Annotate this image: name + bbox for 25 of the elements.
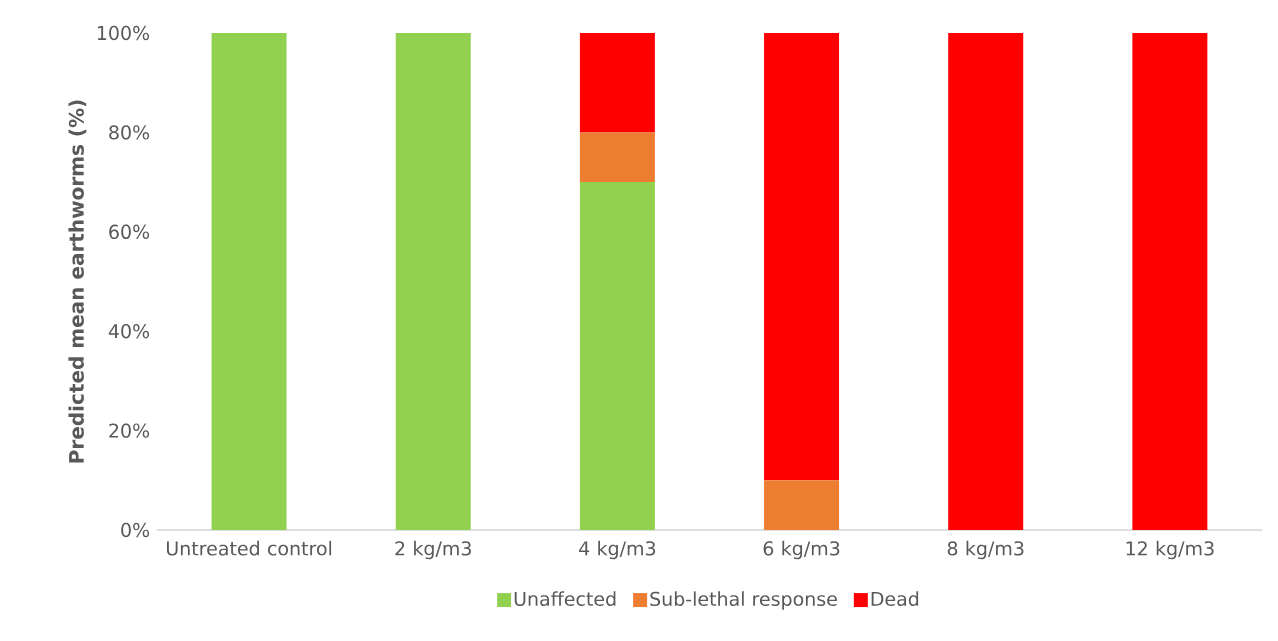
x-tick-label: 12 kg/m3: [1126, 540, 1214, 560]
bar: [579, 182, 655, 530]
y-axis-title: Predicted mean earthworms (%): [68, 100, 87, 463]
legend-label: Sub-lethal response: [650, 591, 837, 610]
x-tick-label: 6 kg/m3: [763, 540, 840, 560]
bar: [395, 33, 471, 530]
y-tick-label: 60%: [109, 224, 150, 239]
y-tick-label: 40%: [108, 324, 150, 339]
bar: [764, 33, 840, 481]
x-tick-label: 2 kg/m3: [395, 540, 471, 560]
bar: [764, 480, 840, 530]
bar: [579, 33, 655, 133]
bar: [579, 132, 655, 183]
x-tick-label: Untreated control: [166, 540, 332, 556]
y-tick-label: 100%: [97, 25, 150, 41]
bar: [948, 33, 1024, 530]
bar: [211, 33, 287, 530]
x-tick-label: 8 kg/m3: [947, 540, 1024, 560]
y-tick-label: 0%: [121, 522, 150, 538]
bar: [1132, 33, 1208, 530]
y-tick-label: 20%: [109, 423, 150, 438]
y-tick-label: 80%: [109, 125, 150, 140]
legend-label: Dead: [871, 591, 919, 607]
x-tick-label: 4 kg/m3: [579, 540, 656, 560]
legend-label: Unaffected: [514, 591, 616, 607]
